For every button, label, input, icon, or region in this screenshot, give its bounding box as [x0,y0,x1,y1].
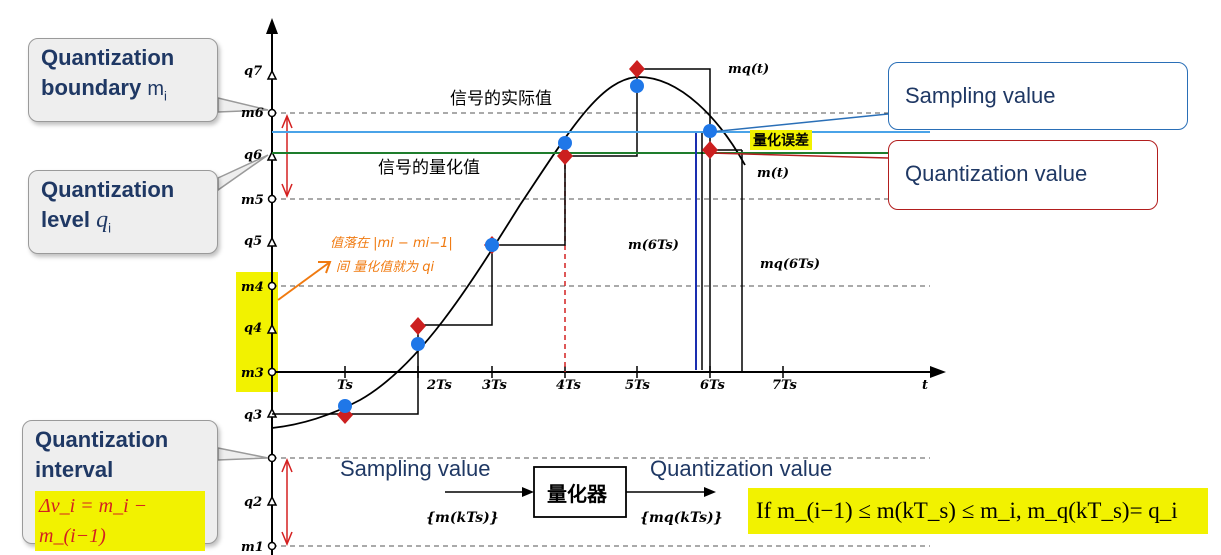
y-label-m1: m1 [241,540,264,555]
quantized-staircase [272,68,711,415]
quantizer-output-label: {mq(kTs)} [640,510,723,526]
y-label-m4: m4 [241,280,264,295]
quantized-value-label: 信号的量化值 [378,158,480,178]
boundary-callout: Quantization boundary mi [28,38,218,122]
boundary-callout-line1: Quantization [41,45,175,70]
m-t-label: m(t) [757,166,790,181]
x-label-2ts: 2Ts [427,378,452,393]
boundary-callout-line2: boundary mi [41,75,167,104]
m-6ts-label: m(6Ts) [628,238,679,253]
y-label-q7: q7 [244,64,263,79]
y-label-m3: m3 [241,366,264,381]
y-label-q6: q6 [244,148,263,163]
boundary-gridlines [272,112,930,547]
bottom-quantization-label: Quantization value [650,456,833,481]
sample-points [338,79,717,413]
x-label-t: t [922,378,929,393]
actual-value-label: 信号的实际值 [450,89,552,109]
y-axis-arrow [266,18,278,34]
level-callout-line1: Quantization [41,177,175,202]
quant-pointer [709,152,889,159]
handwritten-note-1: 值落在 |mi − mi−1| [330,236,453,251]
interval-callout-line1: Quantization [35,427,169,452]
y-axis-markers [266,69,278,551]
y-label-m5: m5 [241,193,264,208]
handwritten-note-2: 间 量化值就为 qi [336,260,435,275]
y-label-q3: q3 [244,408,263,423]
level-callout-line2: level qi [41,207,111,236]
quantization-error-label: 量化误差 [750,130,812,150]
y-label-m6: m6 [241,106,264,121]
y-label-q4: q4 [244,321,263,336]
x-label-6ts: 6Ts [700,378,725,393]
mq-6ts-label: mq(6Ts) [760,257,820,272]
quantizer-input-label: {m(kTs)} [426,510,499,526]
x-label-ts: Ts [337,378,353,393]
quantizer-label: 量化器 [547,482,607,506]
mq-t-label: mq(t) [728,62,770,77]
quantization-value-box: Quantization value [888,140,1158,210]
quantization-condition: If m_(i−1) ≤ m(kT_s) ≤ m_i, m_q(kT_s)= q… [748,488,1208,534]
interval-callout: Quantization interval Δv_i = m_i − m_(i−… [22,420,218,551]
quantizer-block [445,466,716,518]
callout-pointers [217,97,269,461]
interval-formula: Δv_i = m_i − m_(i−1) [35,491,205,551]
level-callout: Quantization level qi [28,170,218,254]
handwritten-arrow [277,261,331,301]
x-label-4ts: 4Ts [556,378,581,393]
x-label-3ts: 3Ts [482,378,507,393]
x-axis-arrow [930,366,946,378]
signal-curve [271,76,746,429]
interval-arrows [281,114,293,546]
y-label-q5: q5 [244,234,263,249]
sampling-value-box: Sampling value [888,62,1188,130]
x-label-5ts: 5Ts [625,378,650,393]
bottom-sampling-label: Sampling value [340,456,491,481]
interval-callout-line2: interval [35,457,114,482]
x-label-7ts: 7Ts [772,378,797,393]
y-label-q2: q2 [244,495,263,510]
sampling-pointer [709,113,889,133]
